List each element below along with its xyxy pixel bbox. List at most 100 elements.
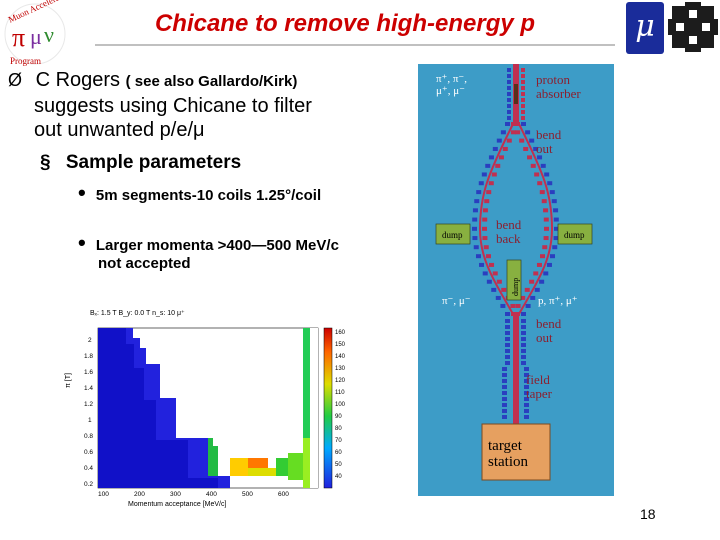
heatmap-header: Bₓ: 1.5 T B_y: 0.0 T n_s: 10 μ⁺ <box>90 310 185 317</box>
coil-marker <box>492 146 498 151</box>
label-bend-out-top: bend out <box>536 127 562 156</box>
coil-marker <box>521 110 525 114</box>
coil-marker <box>553 208 559 213</box>
coil-marker <box>507 86 511 90</box>
chicane-diagram: dump dump dump π⁺, π⁻, μ⁺, μ⁻ proton absorb… <box>418 64 614 501</box>
coil-marker <box>495 163 501 168</box>
coil-marker <box>521 337 526 341</box>
coil-marker <box>472 208 478 213</box>
coil-marker <box>529 279 535 284</box>
coil-marker <box>505 361 510 365</box>
label-field-taper: field taper <box>526 372 553 401</box>
coil-marker <box>539 190 545 195</box>
coil-marker <box>521 325 526 329</box>
coil-marker <box>485 163 491 168</box>
coil-marker <box>505 312 510 316</box>
bullet-sub: § Sample parameters <box>40 152 241 174</box>
coil-marker <box>521 104 525 108</box>
coil-marker <box>507 104 511 108</box>
coil-marker <box>505 355 510 359</box>
coil-marker <box>537 181 543 186</box>
coil-marker <box>550 254 556 259</box>
coil-marker <box>521 312 526 316</box>
coil-marker <box>553 236 559 241</box>
coil-marker <box>543 226 549 231</box>
colorbar <box>323 327 333 489</box>
coil-marker <box>543 271 549 276</box>
coil-marker <box>502 379 507 383</box>
coil-marker <box>475 254 481 259</box>
coil-marker <box>479 262 485 267</box>
bullet-square-icon: § <box>40 152 51 173</box>
coil-marker <box>523 146 529 151</box>
coil-marker <box>547 181 553 186</box>
coil-marker <box>521 349 526 353</box>
coil-marker <box>524 397 529 401</box>
coil-marker <box>502 373 507 377</box>
coil-marker <box>542 245 548 250</box>
ytick: 0.2 <box>84 481 93 488</box>
coil-marker <box>495 295 501 300</box>
coil-marker <box>533 146 539 151</box>
bullet-sub-sub-2-line2: not accepted <box>98 255 191 272</box>
coil-marker <box>529 138 535 143</box>
map-logo: Muon Accelerator π μ ν Program <box>0 0 70 75</box>
coil-marker <box>521 361 526 365</box>
dump-right-label: dump <box>564 230 585 240</box>
coil-marker <box>537 155 543 160</box>
coil-marker <box>544 172 550 177</box>
coil-marker <box>481 172 487 177</box>
coil-marker <box>543 208 549 213</box>
bullet-main-name: C Rogers <box>35 69 121 91</box>
coil-marker <box>533 271 539 276</box>
coil-marker <box>500 303 506 308</box>
heatmap-ylabel: π [T] <box>65 373 72 388</box>
coil-marker <box>488 181 494 186</box>
coil-marker <box>521 116 525 120</box>
colorbar-tick: 60 <box>335 450 342 456</box>
coil-marker <box>500 130 506 135</box>
xtick: 100 <box>98 491 109 498</box>
ytick: 1 <box>88 417 92 424</box>
coil-marker <box>524 385 529 389</box>
svg-text:π: π <box>12 23 25 52</box>
coil-marker <box>505 331 510 335</box>
coil-marker <box>541 199 547 204</box>
colorbar-tick: 40 <box>335 474 342 480</box>
coil-marker <box>524 409 529 413</box>
colorbar-tick: 150 <box>335 342 346 348</box>
label-bend-out-bottom: bend out <box>536 316 562 345</box>
coil-marker <box>520 295 526 300</box>
label-proton-absorber: proton absorber <box>536 72 581 101</box>
coil-marker <box>507 98 511 102</box>
ytick: 2 <box>88 337 92 344</box>
coil-marker <box>502 409 507 413</box>
coil-marker <box>524 287 530 292</box>
coil-marker <box>483 245 489 250</box>
coil-marker <box>521 92 525 96</box>
coil-marker <box>507 68 511 72</box>
bullet-main: Ø C Rogers ( see also Gallardo/Kirk) sug… <box>8 68 408 142</box>
coil-marker <box>502 391 507 395</box>
bullet-main-line3: out unwanted p/e/μ <box>34 119 205 141</box>
svg-text:Program: Program <box>10 56 41 66</box>
xtick: 500 <box>242 491 253 498</box>
label-bend-back: bend back <box>496 217 522 246</box>
coil-marker <box>482 236 488 241</box>
bullet-main-aside: ( see also Gallardo/Kirk) <box>125 73 298 90</box>
bullet-arrow-icon: Ø <box>8 70 23 90</box>
colorbar-tick: 160 <box>335 330 346 336</box>
coil-marker <box>486 190 492 195</box>
bullet-dot-icon: • <box>78 180 86 205</box>
coil-marker <box>521 355 526 359</box>
ytick: 0.4 <box>84 465 93 472</box>
ytick: 0.8 <box>84 433 93 440</box>
coil-marker <box>552 245 558 250</box>
coil-marker <box>527 155 533 160</box>
coil-marker <box>521 331 526 335</box>
coil-marker <box>524 415 529 419</box>
coil-marker <box>546 262 552 267</box>
ytick: 0.6 <box>84 449 93 456</box>
coil-marker <box>472 226 478 231</box>
ytick: 1.2 <box>84 401 93 408</box>
